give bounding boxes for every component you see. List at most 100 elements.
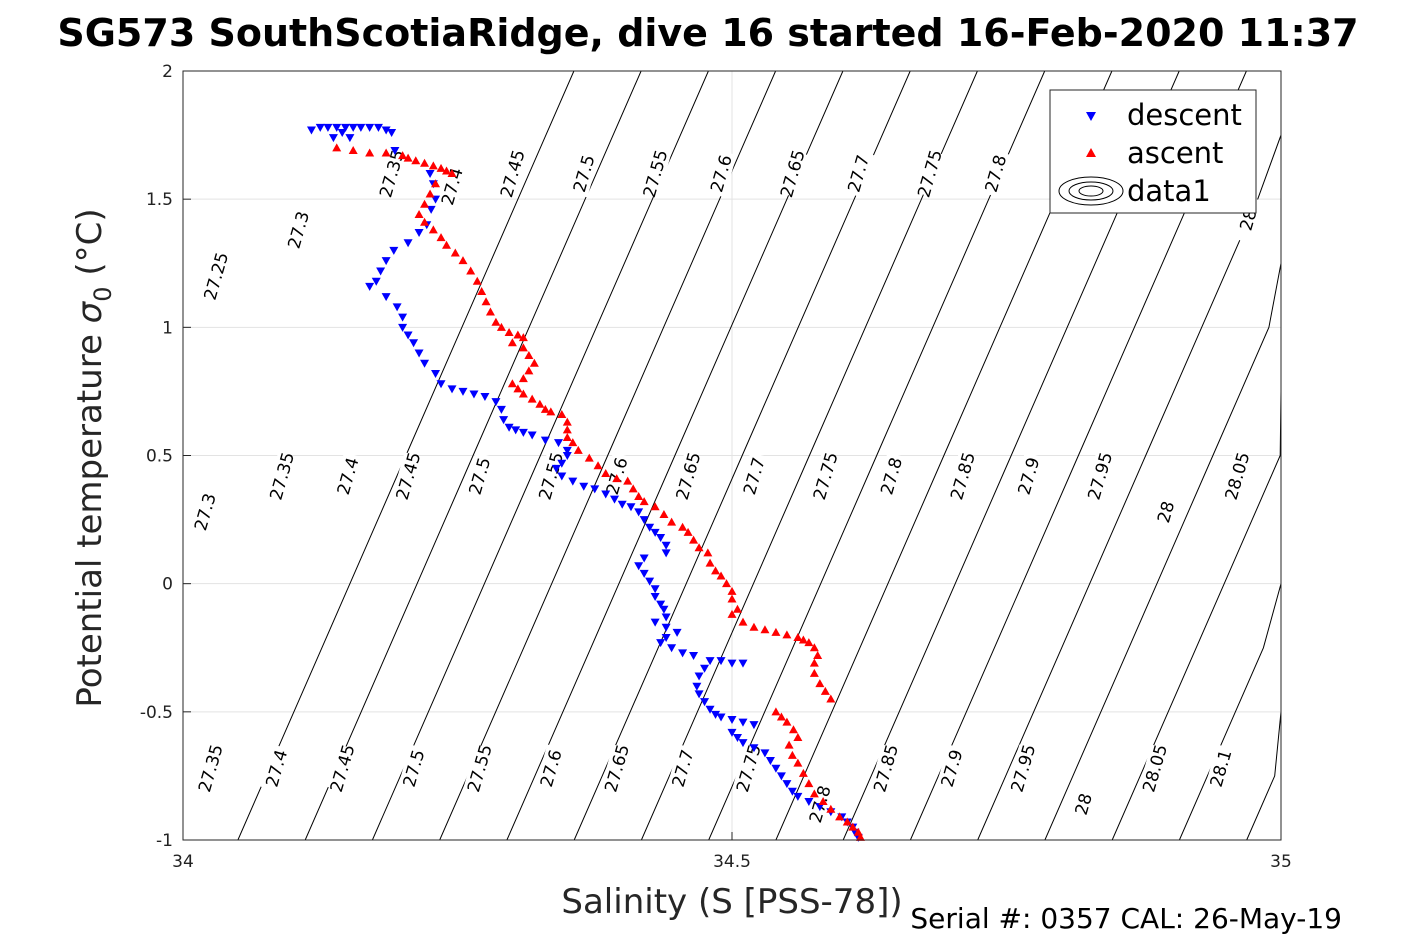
ascent-point [436,163,446,172]
isopycnal-line [371,71,709,840]
contour-label-background [260,744,293,793]
ascent-point [573,445,583,454]
y-axis-label: Potential temperature σ0 (°C) [70,208,117,707]
ascent-point [496,322,506,331]
ascent-point [782,717,792,726]
contour-label-background [436,162,468,211]
ascent-point [727,594,737,603]
descent-point [692,682,702,691]
contour-label-background [496,149,529,198]
ascent-point [842,817,852,826]
descent-point [425,170,435,179]
ascent-point [485,307,495,316]
descent-point [337,129,347,138]
descent-point [387,129,397,138]
ascent-point [527,394,537,403]
contour-label-background [601,744,633,793]
descent-point [727,716,737,725]
x-tick-label: 34.5 [713,852,751,872]
descent-point [554,439,564,448]
ascent-point [507,379,517,388]
descent-point [348,123,358,132]
descent-point [650,618,660,627]
legend-descent-marker [1086,112,1096,121]
descent-point [716,713,726,722]
ascent-point [683,527,693,536]
descent-point [518,428,528,437]
descent-point [426,205,436,214]
contour-label-background [842,149,874,198]
ascent-point [481,297,491,306]
descent-point [341,123,351,132]
ascent-point [513,330,523,339]
descent-point [371,277,381,286]
descent-point [634,508,644,517]
descent-point [306,126,316,135]
ascent-point [659,509,669,518]
ascent-point [518,343,528,352]
ascent-point [562,417,572,426]
x-axis-label: Salinity (S [PSS-78]) [561,882,902,922]
ascent-point [562,433,572,442]
descent-point [610,495,620,504]
ascent-point [562,425,572,434]
descent-point [414,228,424,237]
descent-point [381,126,391,135]
descent-point [771,764,781,773]
descent-point [557,472,567,481]
descent-point [403,239,413,248]
ascent-point [557,409,567,418]
contour-label-background [568,149,600,198]
ascent-point [815,679,825,688]
descent-point [650,592,660,601]
ascent-point [450,248,460,257]
descent-point [562,452,572,460]
descent-point [705,705,715,714]
ascent-point [365,148,375,157]
descent-point [776,772,786,781]
legend: descent ascent data1 [1049,89,1257,214]
ascent-point [431,179,441,188]
legend-data1-label: data1 [1127,174,1211,208]
descent-point [491,398,501,407]
descent-point [727,728,737,737]
ascent-point [518,333,528,342]
descent-point [403,331,413,340]
y-axis-label-symbol: σ [70,300,110,323]
descent-point [414,349,424,358]
descent-point [431,195,441,204]
ascent-point [738,617,748,626]
isopycnal-line [640,71,978,840]
ascent-point [518,374,528,383]
descent-point [782,780,792,789]
descent-point [392,303,402,312]
contour-label-background [189,487,221,536]
ascent-point [749,622,759,631]
descent-point [700,664,710,673]
descent-point [661,613,671,622]
x-tick-label: 35 [1270,852,1292,872]
contour-label-background [935,744,968,793]
descent-point [749,744,759,753]
descent-point [511,426,521,435]
ascent-point [568,438,578,447]
ascent-point [634,492,644,501]
ascent-point [826,694,836,703]
contour-label-background [946,452,979,500]
descent-point [661,633,671,642]
contour-label-background [282,206,314,254]
descent-point [579,482,589,491]
ascent-point [458,256,468,265]
descent-point [557,459,567,468]
isopycnal-line [977,71,1281,840]
ascent-point [784,740,794,749]
ascent-point [809,658,819,667]
ascent-point [760,625,770,634]
y-tick-label: 1 [162,318,173,338]
ascent-point [818,797,828,806]
contour-label-background [535,744,567,793]
descent-point [496,405,506,414]
legend-descent-label: descent [1127,98,1242,132]
contour-label-background [875,452,907,500]
ascent-point [398,151,408,160]
